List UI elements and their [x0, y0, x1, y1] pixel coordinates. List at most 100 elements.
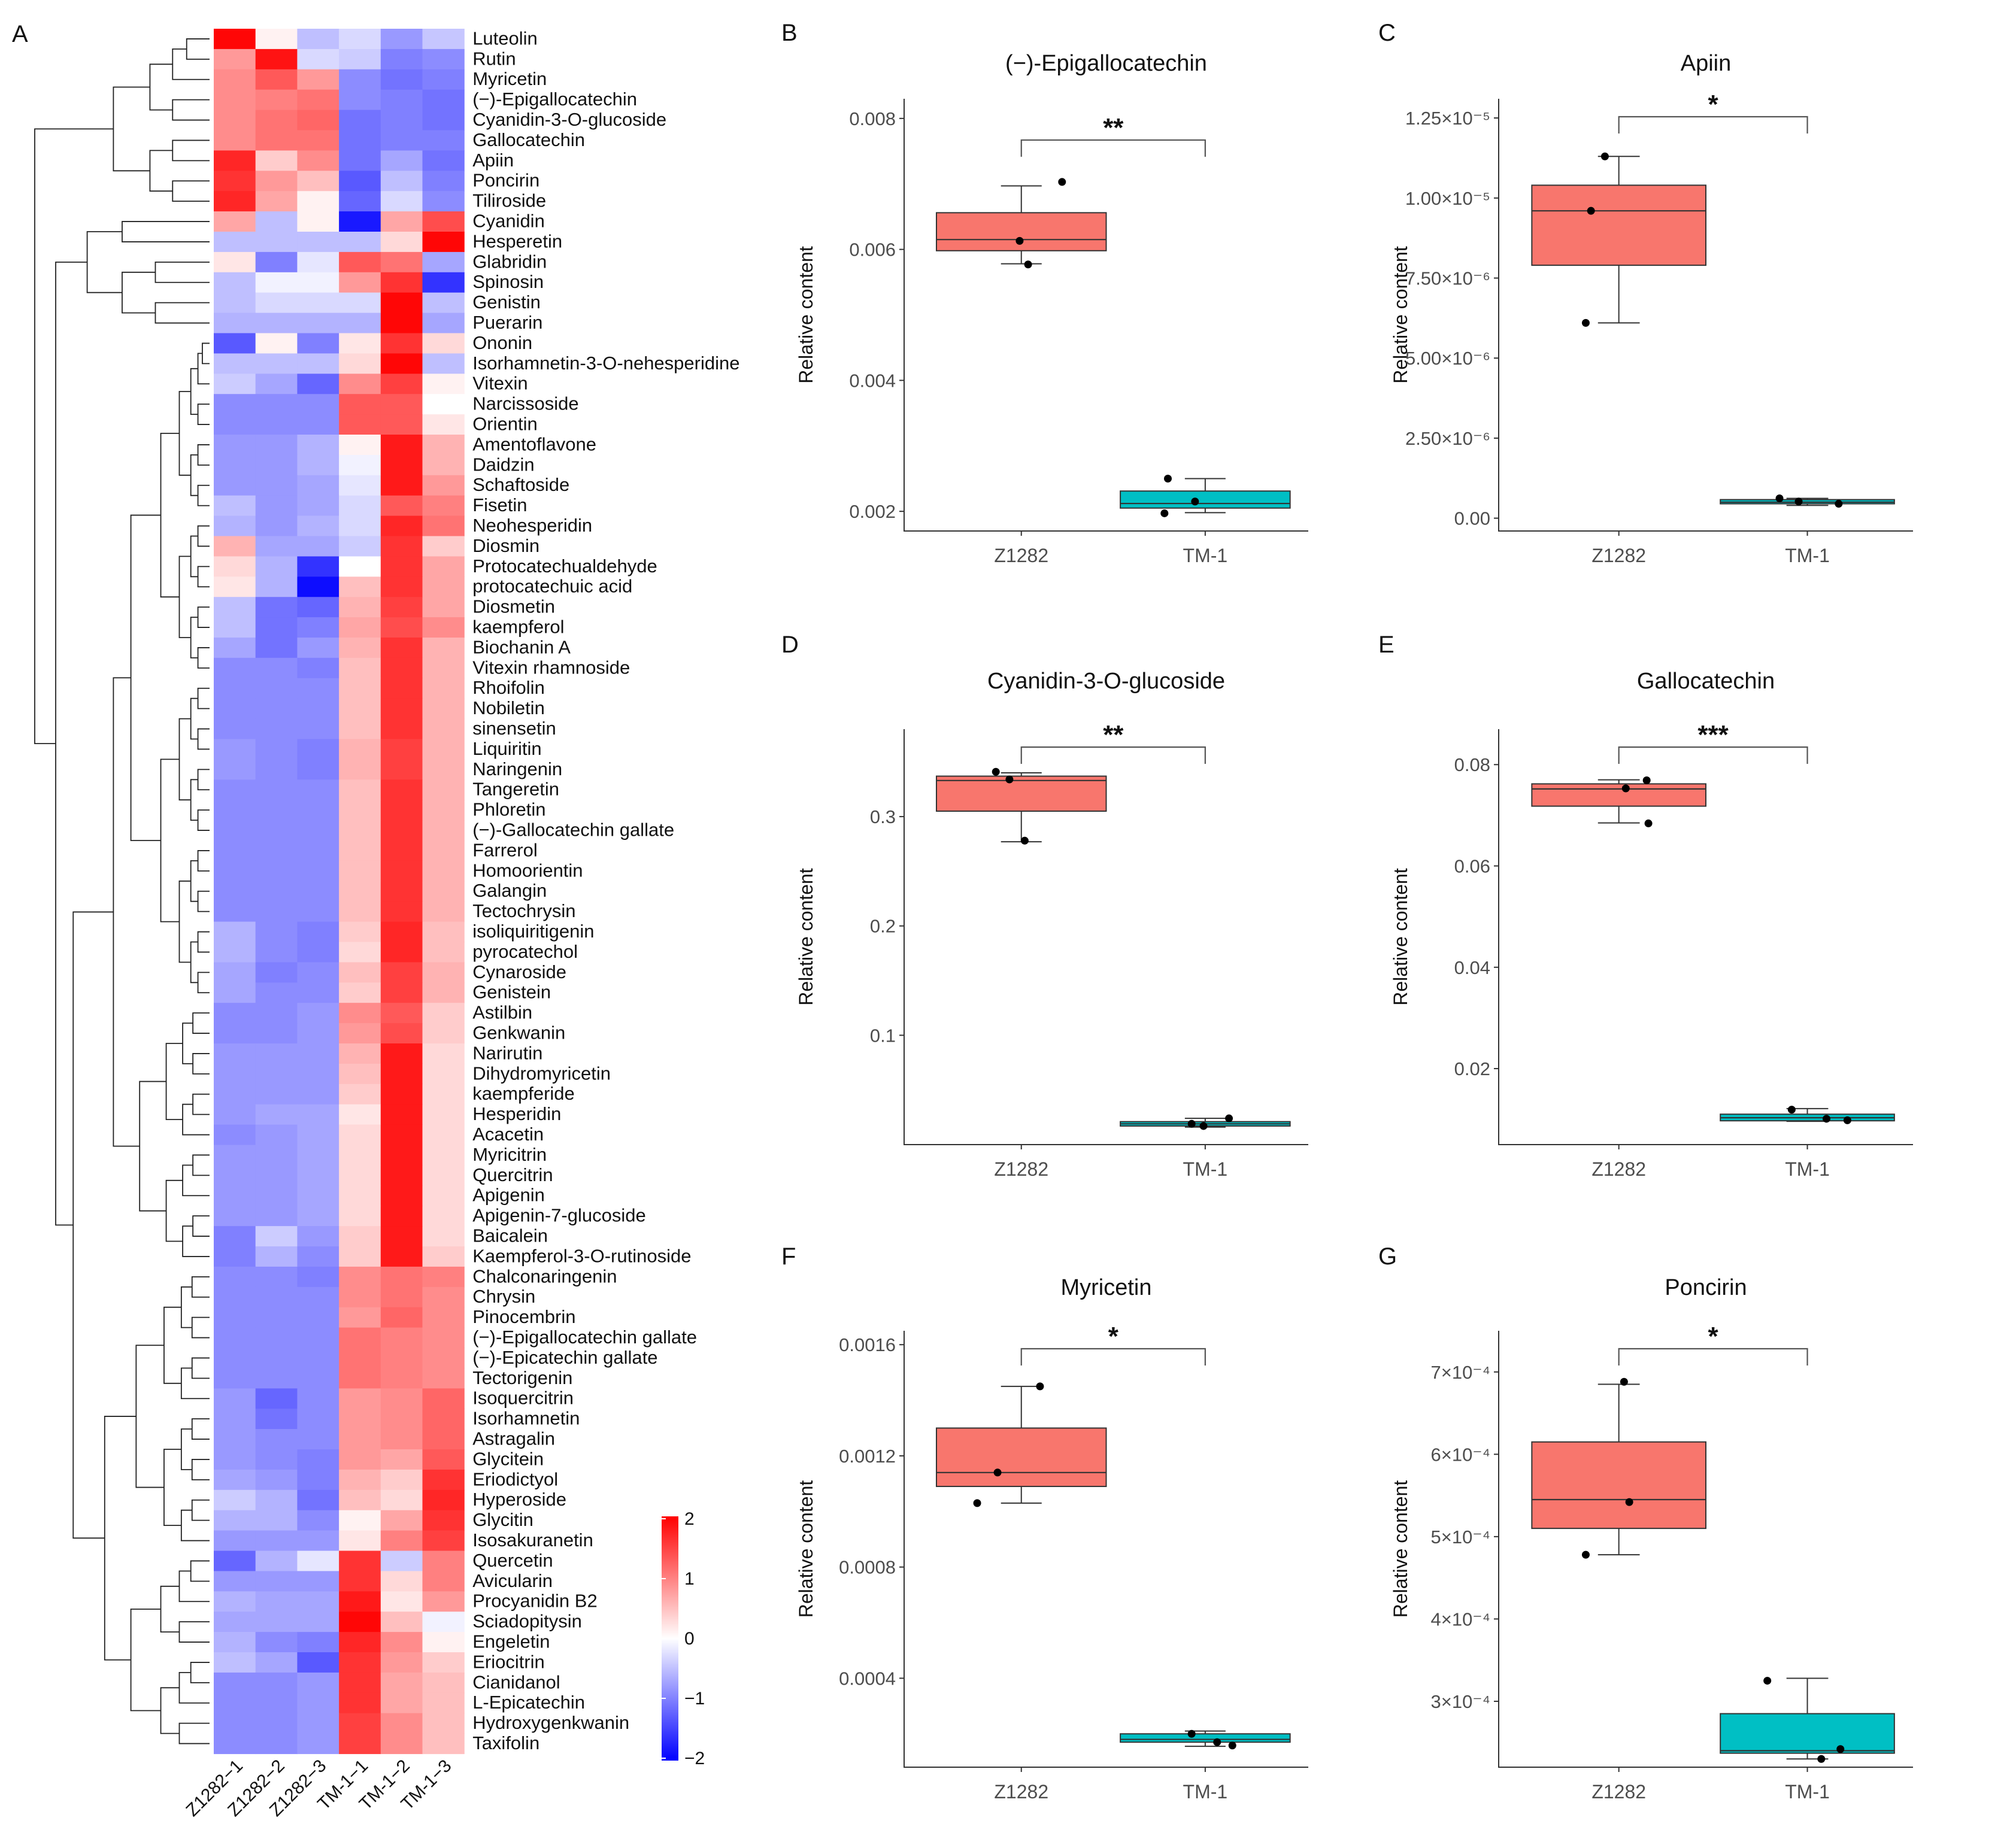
heatmap-cell	[380, 1530, 423, 1552]
heatmap-cell	[339, 678, 381, 699]
heatmap-cell	[339, 211, 381, 232]
heatmap-cell	[422, 1165, 465, 1186]
compound-label: Chalconaringenin	[472, 1266, 617, 1286]
heatmap-cell	[214, 374, 256, 395]
y-tick-label: 0.00	[1454, 508, 1490, 529]
heatmap-cell	[214, 353, 256, 374]
heatmap-cell	[214, 921, 256, 943]
heatmap-cell	[214, 69, 256, 90]
heatmap-cell	[297, 1409, 339, 1430]
heatmap-cell	[297, 48, 339, 70]
heatmap-cell	[422, 678, 465, 699]
heatmap-cell	[255, 1672, 298, 1694]
heatmap-cell	[380, 29, 423, 50]
heatmap-cell	[422, 292, 465, 314]
dendrogram-branch	[149, 150, 173, 192]
compound-label: Cianidanol	[472, 1671, 560, 1692]
dendrogram-branch	[182, 1225, 210, 1257]
heatmap-cell	[380, 638, 423, 659]
heatmap-cell	[422, 1429, 465, 1450]
y-tick-label: 0.2	[870, 916, 896, 937]
heatmap-cell	[214, 48, 256, 70]
heatmap-cell	[422, 495, 465, 517]
compound-label: (−)-Epigallocatechin gallate	[472, 1327, 697, 1348]
heatmap-cell	[297, 69, 339, 90]
compound-label: (−)-Epicatechin gallate	[472, 1347, 657, 1368]
compound-label: Myricitrin	[472, 1144, 547, 1165]
compound-label: Biochanin A	[472, 636, 571, 657]
data-point	[1621, 784, 1630, 793]
heatmap-cell	[339, 1510, 381, 1531]
dendrogram-branch	[191, 1418, 210, 1440]
compound-label: pyrocatechol	[472, 941, 578, 962]
heatmap-cell	[422, 1591, 465, 1612]
dendrogram-branch	[190, 1662, 210, 1683]
legend-tick-label: 1	[684, 1569, 695, 1589]
heatmap-cell	[380, 860, 423, 882]
heatmap-cell	[422, 1266, 465, 1288]
heatmap-cell	[339, 435, 381, 456]
heatmap-cell	[297, 1510, 339, 1531]
heatmap-cell	[214, 1003, 256, 1024]
heatmap-cell	[380, 333, 423, 354]
y-tick-label: 0.06	[1454, 856, 1490, 877]
significance-bracket	[1020, 139, 1206, 157]
x-category-label: Z1282	[1591, 1781, 1646, 1803]
data-point	[1213, 1738, 1221, 1746]
compound-label: Glabridin	[472, 251, 547, 272]
heatmap-cell	[422, 312, 465, 334]
heatmap-cell	[214, 942, 256, 963]
heatmap-cell	[422, 1327, 465, 1349]
heatmap-cell	[339, 1409, 381, 1430]
heatmap-cell	[339, 1591, 381, 1612]
heatmap-cell	[255, 698, 298, 720]
heatmap-cell	[422, 840, 465, 861]
heatmap-cell	[297, 1348, 339, 1368]
heatmap-cell	[380, 1733, 423, 1755]
compound-label: Genistin	[472, 292, 541, 312]
heatmap-cell	[214, 110, 256, 131]
heatmap-cell	[255, 759, 298, 780]
heatmap-cell	[214, 678, 256, 699]
heatmap-cell	[380, 962, 423, 983]
panel-letter-g: G	[1378, 1243, 1397, 1270]
heatmap-cell	[214, 232, 256, 253]
y-axis-title: Relative content	[1390, 1480, 1411, 1618]
heatmap-cell	[255, 1165, 298, 1186]
y-axis-title: Relative content	[795, 1480, 817, 1618]
heatmap-cell	[339, 312, 381, 334]
heatmap-cell	[214, 251, 256, 273]
heatmap-cell	[255, 881, 298, 902]
heatmap-cell	[214, 1713, 256, 1734]
heatmap-cell	[339, 1388, 381, 1409]
heatmap-cell	[255, 374, 298, 395]
heatmap-cell	[339, 597, 381, 618]
heatmap-cell	[339, 110, 381, 131]
dendrogram-branch	[178, 1570, 210, 1603]
box-z1282	[1531, 783, 1707, 807]
heatmap-cell	[255, 1368, 298, 1389]
heatmap-cell	[380, 1266, 423, 1288]
heatmap-cell	[297, 1206, 339, 1227]
dendrogram-branch	[190, 697, 198, 740]
dendrogram-branch	[178, 1621, 210, 1643]
heatmap-cell	[297, 211, 339, 232]
compound-label: Liquiritin	[472, 738, 541, 759]
compound-label: Orientin	[472, 414, 538, 435]
heatmap-cell	[214, 1632, 256, 1653]
heatmap-cell	[422, 1145, 465, 1166]
heatmap-cell	[380, 1672, 423, 1694]
compound-label: Fisetin	[472, 494, 527, 515]
heatmap-cell	[214, 171, 256, 192]
x-category-label: TM-1	[1785, 1158, 1830, 1180]
heatmap-cell	[380, 292, 423, 314]
boxplot-panel-e: E Gallocatechin Relative content 0.02 0.04 0…	[1378, 632, 1913, 1180]
compound-label: Hydroxygenkwanin	[472, 1712, 629, 1733]
heatmap-cell	[214, 820, 256, 841]
heatmap-cell	[380, 1449, 423, 1470]
heatmap-cell	[339, 982, 381, 1003]
heatmap-cell	[255, 1632, 298, 1653]
heatmap-cell	[214, 576, 256, 597]
heatmap-cell	[422, 1043, 465, 1064]
